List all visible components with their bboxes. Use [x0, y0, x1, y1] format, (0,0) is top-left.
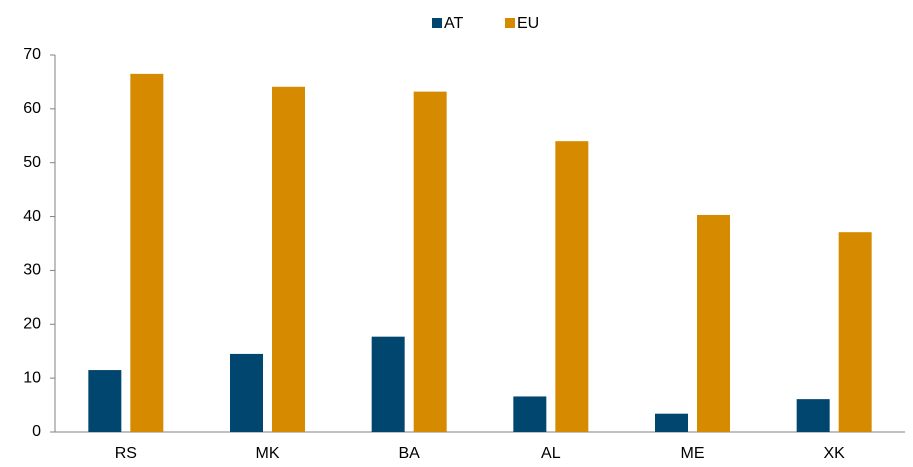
- bar: [413, 91, 447, 432]
- bar: [513, 396, 547, 432]
- y-tick-label: 20: [23, 316, 41, 333]
- x-tick-label: AL: [541, 445, 561, 462]
- y-tick-label: 40: [23, 208, 41, 225]
- x-tick-label: BA: [398, 445, 420, 462]
- bar: [697, 214, 730, 432]
- x-tick-label: XK: [823, 445, 845, 462]
- y-tick-label: 70: [23, 46, 41, 63]
- x-tick-label: ME: [681, 445, 705, 462]
- y-tick-label: 30: [23, 262, 41, 279]
- bar: [272, 86, 305, 433]
- legend-label: AT: [444, 15, 463, 32]
- bar: [555, 141, 589, 432]
- x-tick-label: MK: [256, 445, 280, 462]
- bar: [130, 73, 164, 432]
- bar: [838, 232, 872, 432]
- y-tick-label: 10: [23, 369, 41, 386]
- x-tick-label: RS: [115, 445, 137, 462]
- legend-label: EU: [517, 15, 539, 32]
- bar: [371, 336, 405, 432]
- legend-swatch: [505, 18, 515, 28]
- bar: [88, 370, 122, 432]
- bar: [655, 413, 688, 432]
- y-tick-label: 60: [23, 100, 41, 117]
- y-tick-label: 0: [32, 423, 41, 440]
- y-tick-label: 50: [23, 154, 41, 171]
- bar: [796, 399, 830, 432]
- bar: [230, 353, 263, 432]
- legend-swatch: [432, 18, 442, 28]
